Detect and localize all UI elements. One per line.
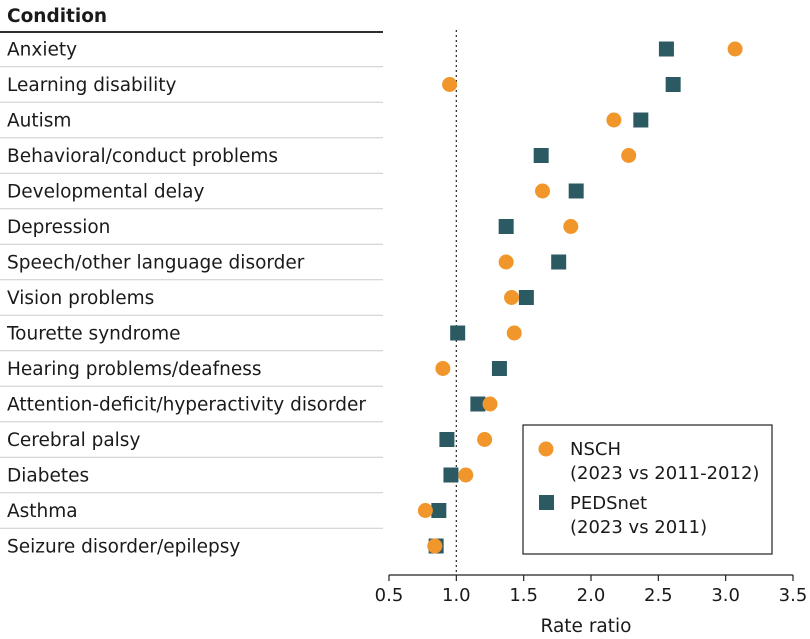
legend: NSCH (2023 vs 2011-2012) PEDSnet (2023 v… xyxy=(522,424,773,555)
legend-pedsnet-marker xyxy=(539,495,554,510)
pedsnet-marker xyxy=(665,77,681,92)
condition-label: Depression xyxy=(7,217,110,238)
x-tick-label: 2.0 xyxy=(577,585,606,606)
pedsnet-marker xyxy=(450,325,466,341)
condition-label: Anxiety xyxy=(7,40,77,61)
condition-label: Learning disability xyxy=(7,75,176,96)
legend-box xyxy=(522,424,773,555)
x-axis: 0.5 1.0 1.5 2.0 2.5 3.0 3.5 xyxy=(375,574,808,606)
pedsnet-marker xyxy=(498,219,514,234)
pedsnet-marker xyxy=(568,183,584,199)
nsch-marker xyxy=(435,361,451,376)
nsch-marker xyxy=(458,467,474,483)
nsch-marker xyxy=(498,254,514,270)
nsch-marker xyxy=(417,503,433,518)
x-tick-label: 1.5 xyxy=(509,585,538,606)
condition-label: Autism xyxy=(7,111,71,132)
x-tick-label: 3.0 xyxy=(711,585,740,606)
nsch-marker xyxy=(477,432,493,447)
legend-nsch-marker xyxy=(538,441,554,457)
pedsnet-marker xyxy=(470,396,486,412)
nsch-marker xyxy=(482,396,498,412)
pedsnet-marker xyxy=(551,254,567,270)
condition-label: Developmental delay xyxy=(7,182,204,203)
condition-label: Vision problems xyxy=(7,288,154,309)
condition-label: Seizure disorder/epilepsy xyxy=(7,537,240,558)
legend-nsch-label: NSCH xyxy=(570,439,621,460)
x-tick-label: 1.0 xyxy=(442,585,471,606)
x-tick-label: 0.5 xyxy=(375,585,404,606)
nsch-marker xyxy=(427,538,443,554)
condition-header: Condition xyxy=(7,6,107,27)
nsch-marker xyxy=(563,219,579,234)
condition-label: Cerebral palsy xyxy=(7,430,140,451)
nsch-marker xyxy=(621,148,637,163)
x-axis-title: Rate ratio xyxy=(541,616,632,637)
pedsnet-marker xyxy=(533,148,549,163)
condition-label: Tourette syndrome xyxy=(6,324,181,345)
condition-rows: Anxiety Learning disability Autism Behavior… xyxy=(0,40,383,558)
nsch-marker xyxy=(535,183,551,199)
nsch-marker xyxy=(442,77,458,92)
pedsnet-marker xyxy=(439,432,455,447)
legend-pedsnet-label: PEDSnet xyxy=(570,493,647,514)
nsch-marker xyxy=(727,41,743,57)
pedsnet-marker xyxy=(431,503,447,518)
condition-label: Diabetes xyxy=(7,466,89,487)
condition-label: Behavioral/conduct problems xyxy=(7,146,278,167)
pedsnet-marker xyxy=(633,112,649,128)
nsch-marker xyxy=(504,290,520,305)
pedsnet-marker xyxy=(658,41,674,57)
legend-nsch-period: (2023 vs 2011-2012) xyxy=(570,463,759,484)
pedsnet-marker xyxy=(518,290,534,305)
condition-label: Asthma xyxy=(7,501,78,522)
condition-label: Speech/other language disorder xyxy=(7,253,305,274)
condition-label: Attention-deficit/hyperactivity disorder xyxy=(7,395,366,416)
pedsnet-marker xyxy=(443,467,459,483)
nsch-marker xyxy=(506,325,522,341)
condition-label: Hearing problems/deafness xyxy=(7,359,262,380)
data-markers xyxy=(417,41,743,554)
x-tick-label: 2.5 xyxy=(644,585,673,606)
pedsnet-marker xyxy=(491,361,507,376)
nsch-marker xyxy=(606,112,622,128)
legend-pedsnet-period: (2023 vs 2011) xyxy=(570,517,707,538)
x-tick-label: 3.5 xyxy=(779,585,808,606)
